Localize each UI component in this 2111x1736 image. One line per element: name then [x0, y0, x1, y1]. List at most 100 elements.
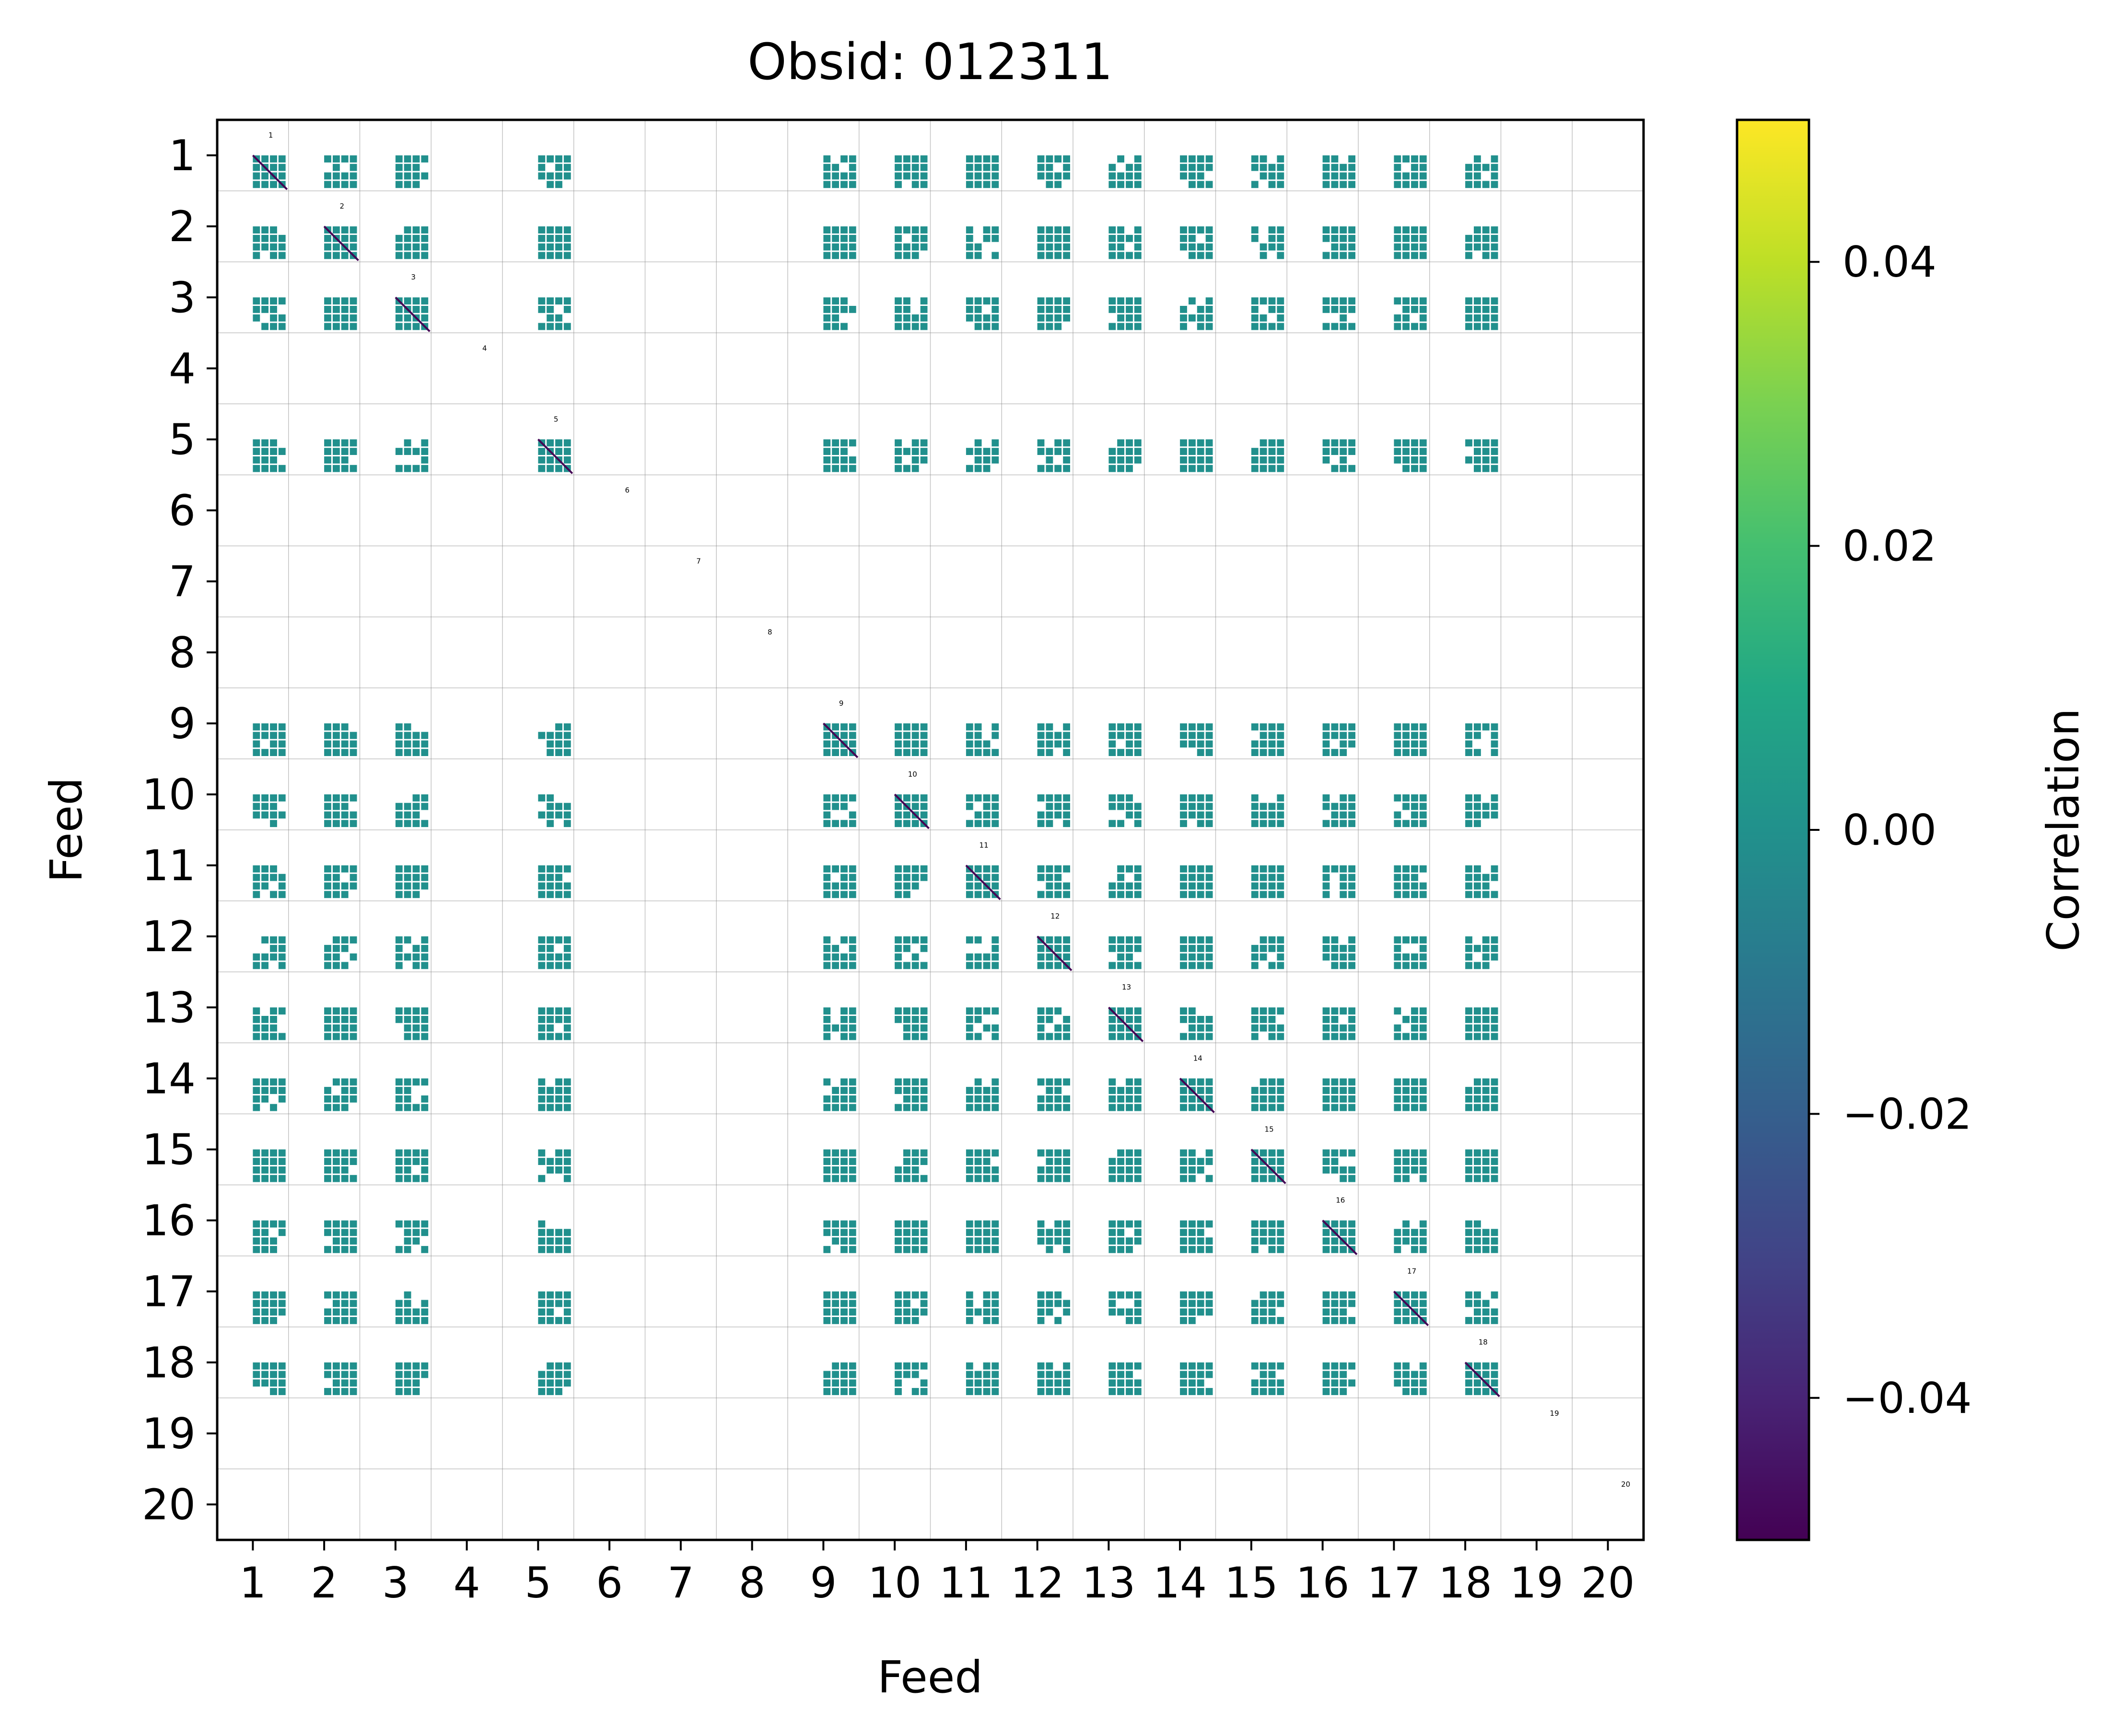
x-tick-label: 1	[239, 1558, 266, 1608]
heatmap-subcell	[333, 882, 340, 890]
heatmap-subcell	[421, 874, 429, 881]
heatmap-subcell	[333, 1095, 340, 1103]
heatmap-subcell	[849, 794, 856, 802]
heatmap-subcell	[1189, 953, 1196, 961]
heatmap-subcell	[1134, 1007, 1142, 1015]
heatmap-subcell	[261, 234, 268, 242]
heatmap-subcell	[253, 794, 260, 802]
heatmap-subcell	[1331, 1220, 1339, 1228]
heatmap-subcell	[1419, 811, 1427, 819]
heatmap-subcell	[1054, 811, 1062, 819]
heatmap-subcell	[840, 1078, 848, 1086]
heatmap-subcell	[1491, 794, 1498, 802]
heatmap-subcell	[903, 1087, 910, 1094]
heatmap-subcell	[1340, 1024, 1347, 1032]
y-tick-label: 9	[169, 699, 196, 748]
heatmap-subcell	[1063, 1166, 1070, 1174]
heatmap-subcell	[1277, 811, 1284, 819]
heatmap-subcell	[1322, 1007, 1330, 1015]
heatmap-subcell	[395, 1317, 403, 1324]
heatmap-subcell	[421, 749, 429, 756]
heatmap-subcell	[983, 1220, 991, 1228]
heatmap-subcell	[895, 439, 902, 447]
heatmap-subcell	[350, 882, 357, 890]
heatmap-subcell	[1037, 874, 1045, 881]
heatmap-subcell	[563, 1379, 571, 1387]
heatmap-subcell	[1482, 1300, 1490, 1307]
heatmap-subcell	[1189, 1104, 1196, 1111]
heatmap-subcell	[341, 1317, 349, 1324]
heatmap-subcell	[1197, 1371, 1204, 1378]
heatmap-subcell	[1180, 962, 1187, 969]
heatmap-subcell	[1465, 1220, 1472, 1228]
heatmap-subcell	[1251, 1388, 1259, 1395]
heatmap-cell-18-11	[966, 1362, 999, 1395]
heatmap-subcell	[324, 944, 331, 952]
heatmap-subcell	[849, 1095, 856, 1103]
heatmap-subcell	[840, 323, 848, 330]
heatmap-subcell	[1419, 1033, 1427, 1040]
heatmap-subcell	[849, 1166, 856, 1174]
heatmap-subcell	[421, 1095, 429, 1103]
heatmap-subcell	[261, 1024, 268, 1032]
heatmap-subcell	[341, 1371, 349, 1378]
heatmap-cell-2-17	[1394, 226, 1427, 259]
heatmap-subcell	[1063, 944, 1070, 952]
heatmap-subcell	[1180, 323, 1187, 330]
heatmap-subcell	[895, 820, 902, 827]
heatmap-subcell	[1394, 1166, 1401, 1174]
heatmap-cell-9-1	[253, 723, 286, 756]
heatmap-subcell	[278, 1220, 286, 1228]
heatmap-subcell	[1268, 323, 1276, 330]
heatmap-cell-5-1	[253, 439, 286, 472]
heatmap-subcell	[341, 1095, 349, 1103]
heatmap-subcell	[395, 732, 403, 739]
heatmap-subcell	[1108, 1016, 1116, 1023]
heatmap-subcell	[1063, 1388, 1070, 1395]
heatmap-subcell	[983, 1237, 991, 1245]
heatmap-subcell	[1134, 297, 1142, 305]
heatmap-subcell	[261, 1087, 268, 1094]
heatmap-subcell	[1491, 1149, 1498, 1157]
heatmap-subcell	[1465, 1379, 1472, 1387]
heatmap-subcell	[840, 1246, 848, 1253]
heatmap-cell-10-14	[1180, 794, 1213, 827]
heatmap-subcell	[404, 163, 411, 171]
heatmap-subcell	[395, 953, 403, 961]
heatmap-subcell	[903, 306, 910, 313]
heatmap-subcell	[911, 1007, 919, 1015]
heatmap-subcell	[1394, 723, 1401, 731]
heatmap-subcell	[1419, 155, 1427, 163]
heatmap-subcell	[1251, 1166, 1259, 1174]
heatmap-subcell	[1189, 1388, 1196, 1395]
heatmap-subcell	[341, 740, 349, 748]
heatmap-subcell	[421, 226, 429, 233]
heatmap-subcell	[555, 465, 562, 472]
heatmap-cell-18-16	[1322, 1362, 1355, 1395]
heatmap-subcell	[1340, 448, 1347, 455]
heatmap-subcell	[1126, 465, 1133, 472]
heatmap-subcell	[1046, 1016, 1053, 1023]
heatmap-subcell	[421, 1016, 429, 1023]
heatmap-subcell	[324, 306, 331, 313]
heatmap-subcell	[333, 1317, 340, 1324]
heatmap-subcell	[538, 306, 546, 313]
heatmap-subcell	[1134, 882, 1142, 890]
heatmap-subcell	[1322, 936, 1330, 944]
heatmap-subcell	[832, 1371, 839, 1378]
heatmap-subcell	[1277, 1362, 1284, 1370]
heatmap-subcell	[333, 456, 340, 464]
heatmap-subcell	[911, 172, 919, 180]
heatmap-subcell	[261, 732, 268, 739]
heatmap-subcell	[1251, 448, 1259, 455]
heatmap-subcell	[823, 1166, 831, 1174]
heatmap-cell-9-14	[1180, 723, 1213, 756]
heatmap-subcell	[1134, 234, 1142, 242]
heatmap-subcell	[412, 1220, 420, 1228]
heatmap-subcell	[395, 1158, 403, 1165]
heatmap-subcell	[895, 1104, 902, 1111]
heatmap-subcell	[404, 181, 411, 188]
heatmap-subcell	[911, 1371, 919, 1378]
heatmap-subcell	[555, 314, 562, 322]
heatmap-subcell	[1277, 732, 1284, 739]
